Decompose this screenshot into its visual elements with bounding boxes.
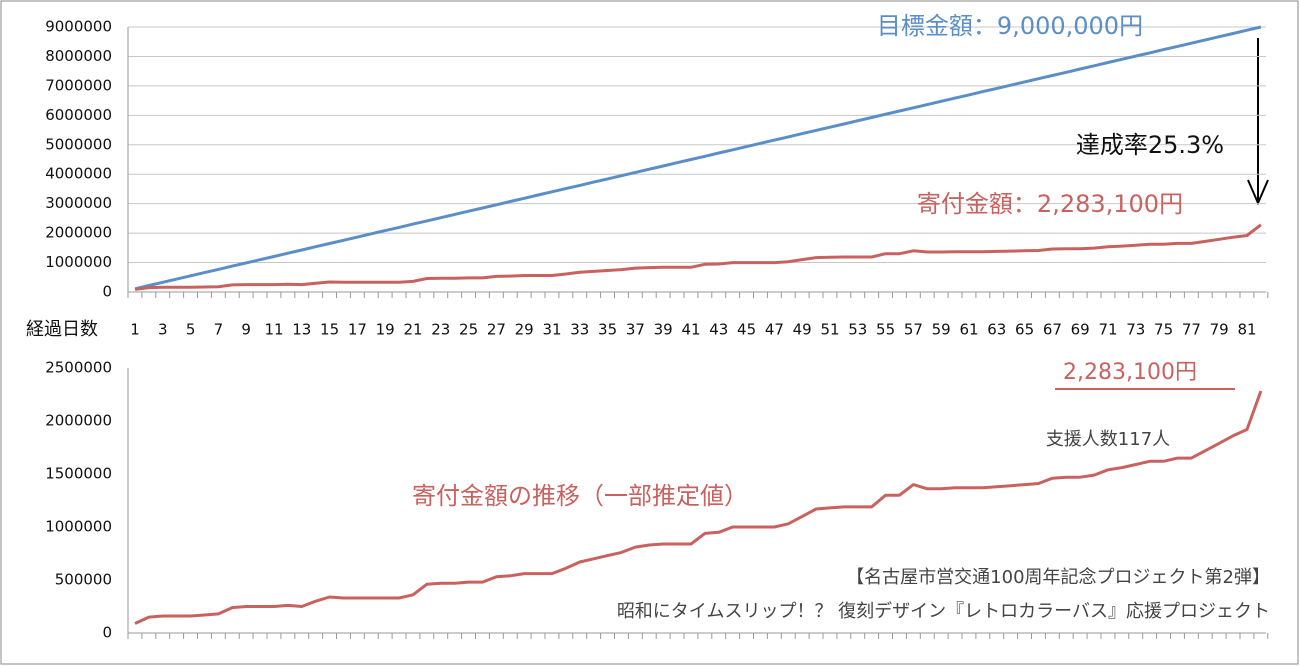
line [134, 390, 1263, 625]
annotation: 目標金額：9,000,000円 [877, 12, 1143, 40]
x-tick-label: 15 [320, 321, 339, 339]
y-tick-label: 8000000 [45, 47, 112, 65]
y-tick-label: 2500000 [45, 359, 112, 377]
x-tick-label: 5 [186, 321, 196, 339]
x-tick-label: 63 [987, 321, 1006, 339]
annotation: 支援人数117人 [1046, 429, 1170, 450]
x-tick-label: 19 [376, 321, 395, 339]
y-tick-label: 2000000 [45, 224, 112, 242]
y-tick-label: 9000000 [45, 18, 112, 36]
x-tick-label: 67 [1043, 321, 1062, 339]
x-tick-label: 35 [598, 321, 617, 339]
x-tick-label: 79 [1210, 321, 1229, 339]
x-tick-label: 43 [709, 321, 728, 339]
x-tick-label: 53 [848, 321, 867, 339]
x-tick-label: 51 [820, 321, 839, 339]
x-tick-label: 61 [959, 321, 978, 339]
annotation: 昭和にタイムスリップ！？ 復刻デザイン『レトロカラーバス』応援プロジェクト [617, 601, 1270, 622]
line [134, 25, 1262, 291]
x-tick-label: 21 [403, 321, 422, 339]
y-tick-label: 0 [102, 624, 112, 642]
x-tick-label: 57 [904, 321, 923, 339]
y-tick-label: 1000000 [45, 518, 112, 536]
x-tick-label: 27 [487, 321, 506, 339]
y-tick-label: 4000000 [45, 165, 112, 183]
x-tick-label: 13 [292, 321, 311, 339]
x-tick-label: 29 [515, 321, 534, 339]
annotation: 達成率25.3% [1076, 131, 1224, 159]
x-tick-label: 11 [264, 321, 283, 339]
y-tick-label: 500000 [55, 571, 112, 589]
x-tick-label: 39 [654, 321, 673, 339]
y-tick-label: 6000000 [45, 106, 112, 124]
x-tick-label: 75 [1154, 321, 1173, 339]
y-tick-label: 1000000 [45, 253, 112, 271]
x-tick-label: 69 [1071, 321, 1090, 339]
marks: 0100000020000003000000400000050000006000… [45, 18, 1269, 642]
arrow-head [1247, 179, 1269, 206]
x-tick-label: 31 [542, 321, 561, 339]
x-tick-label: 17 [348, 321, 367, 339]
annotation: 寄付金額：2,283,100円 [917, 190, 1183, 218]
y-tick-label: 0 [102, 283, 112, 301]
y-tick-label: 7000000 [45, 76, 112, 94]
x-tick-label: 1 [130, 321, 140, 339]
annotation: 【名古屋市営交通100周年記念プロジェクト第2弾】 [846, 566, 1270, 588]
x-tick-label: 41 [681, 321, 700, 339]
x-tick-label: 7 [214, 321, 224, 339]
x-tick-label: 37 [626, 321, 645, 339]
x-tick-label: 65 [1015, 321, 1034, 339]
line [134, 223, 1262, 291]
x-tick-label: 55 [876, 321, 895, 339]
x-tick-label: 9 [241, 321, 251, 339]
annotation: 寄付金額の推移（一部推定値） [412, 482, 748, 510]
x-tick-label: 73 [1126, 321, 1145, 339]
x-axis-label: 経過日数 [26, 319, 98, 340]
annotation: 2,283,100円 [1063, 360, 1197, 385]
y-tick-label: 5000000 [45, 135, 112, 153]
x-tick-label: 33 [570, 321, 589, 339]
y-tick-label: 1500000 [45, 465, 112, 483]
y-tick-label: 2000000 [45, 412, 112, 430]
x-tick-label: 47 [765, 321, 784, 339]
y-tick-label: 3000000 [45, 194, 112, 212]
x-tick-label: 3 [158, 321, 168, 339]
x-tick-label: 59 [932, 321, 951, 339]
x-tick-label: 23 [431, 321, 450, 339]
x-tick-label: 45 [737, 321, 756, 339]
x-tick-label: 81 [1237, 321, 1256, 339]
x-tick-label: 71 [1098, 321, 1117, 339]
x-tick-label: 49 [793, 321, 812, 339]
x-tick-label: 25 [459, 321, 478, 339]
x-tick-label: 77 [1182, 321, 1201, 339]
